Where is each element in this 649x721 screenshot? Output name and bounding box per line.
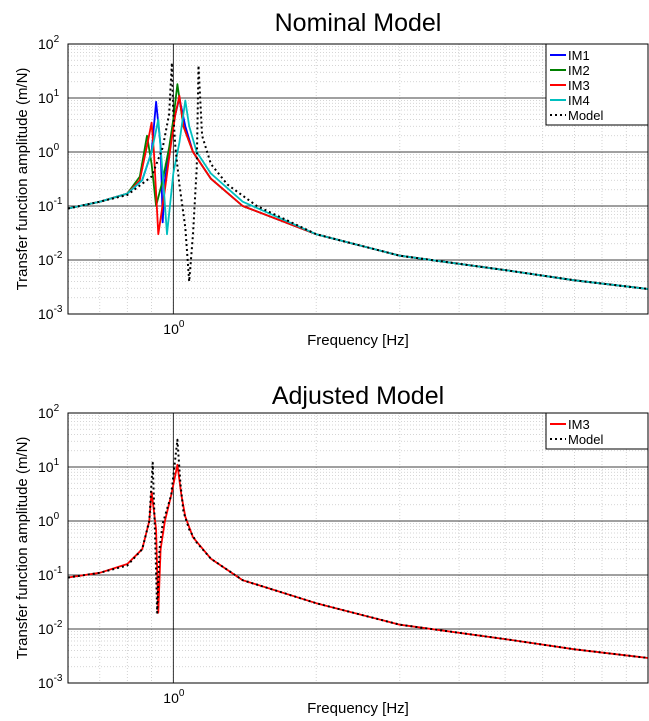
y-tick-label: 100 bbox=[38, 142, 60, 160]
y-tick-label: 102 bbox=[38, 34, 60, 52]
y-tick-label: 10-2 bbox=[38, 250, 63, 268]
y-tick-label: 101 bbox=[38, 88, 60, 106]
chart-title: Nominal Model bbox=[275, 9, 442, 37]
y-tick-label: 10-1 bbox=[38, 565, 63, 583]
plot-area bbox=[68, 413, 648, 683]
axes-frame bbox=[67, 412, 649, 684]
series-line-model bbox=[67, 61, 649, 290]
legend-label-im1: IM1 bbox=[568, 48, 590, 63]
x-axis-label: Frequency [Hz] bbox=[307, 700, 409, 717]
y-axis-label: Transfer function amplitude (m/N) bbox=[14, 68, 31, 291]
legend-label-model: Model bbox=[568, 432, 604, 447]
legend-label-im3: IM3 bbox=[568, 78, 590, 93]
y-tick-label: 102 bbox=[38, 403, 60, 421]
legend-label-model: Model bbox=[568, 108, 604, 123]
y-tick-label: 101 bbox=[38, 457, 60, 475]
axes-frame bbox=[67, 43, 649, 315]
chart-2: 10-3 10-2 10-1 100 101 102 100 Adjusted Model Fr… bbox=[14, 382, 649, 717]
legend-label-im4: IM4 bbox=[568, 93, 590, 108]
x-axis-label: Frequency [Hz] bbox=[307, 332, 409, 349]
series-line-model bbox=[67, 438, 649, 659]
x-tick-label: 100 bbox=[163, 688, 185, 706]
y-tick-label: 10-3 bbox=[38, 304, 63, 322]
legend-label-im3: IM3 bbox=[568, 417, 590, 432]
y-tick-label: 10-2 bbox=[38, 619, 63, 637]
chart-1: 10-3 10-2 10-1 100 101 102 100 Nominal Model Fre… bbox=[14, 9, 649, 349]
y-tick-label: 10-3 bbox=[38, 673, 63, 691]
x-tick-label: 100 bbox=[163, 319, 185, 337]
y-tick-label: 10-1 bbox=[38, 196, 63, 214]
y-tick-label: 100 bbox=[38, 511, 60, 529]
series-line-im4 bbox=[67, 99, 649, 290]
chart-title: Adjusted Model bbox=[272, 382, 444, 410]
y-axis-label: Transfer function amplitude (m/N) bbox=[14, 437, 31, 660]
legend-label-im2: IM2 bbox=[568, 63, 590, 78]
legend-box bbox=[545, 412, 649, 450]
